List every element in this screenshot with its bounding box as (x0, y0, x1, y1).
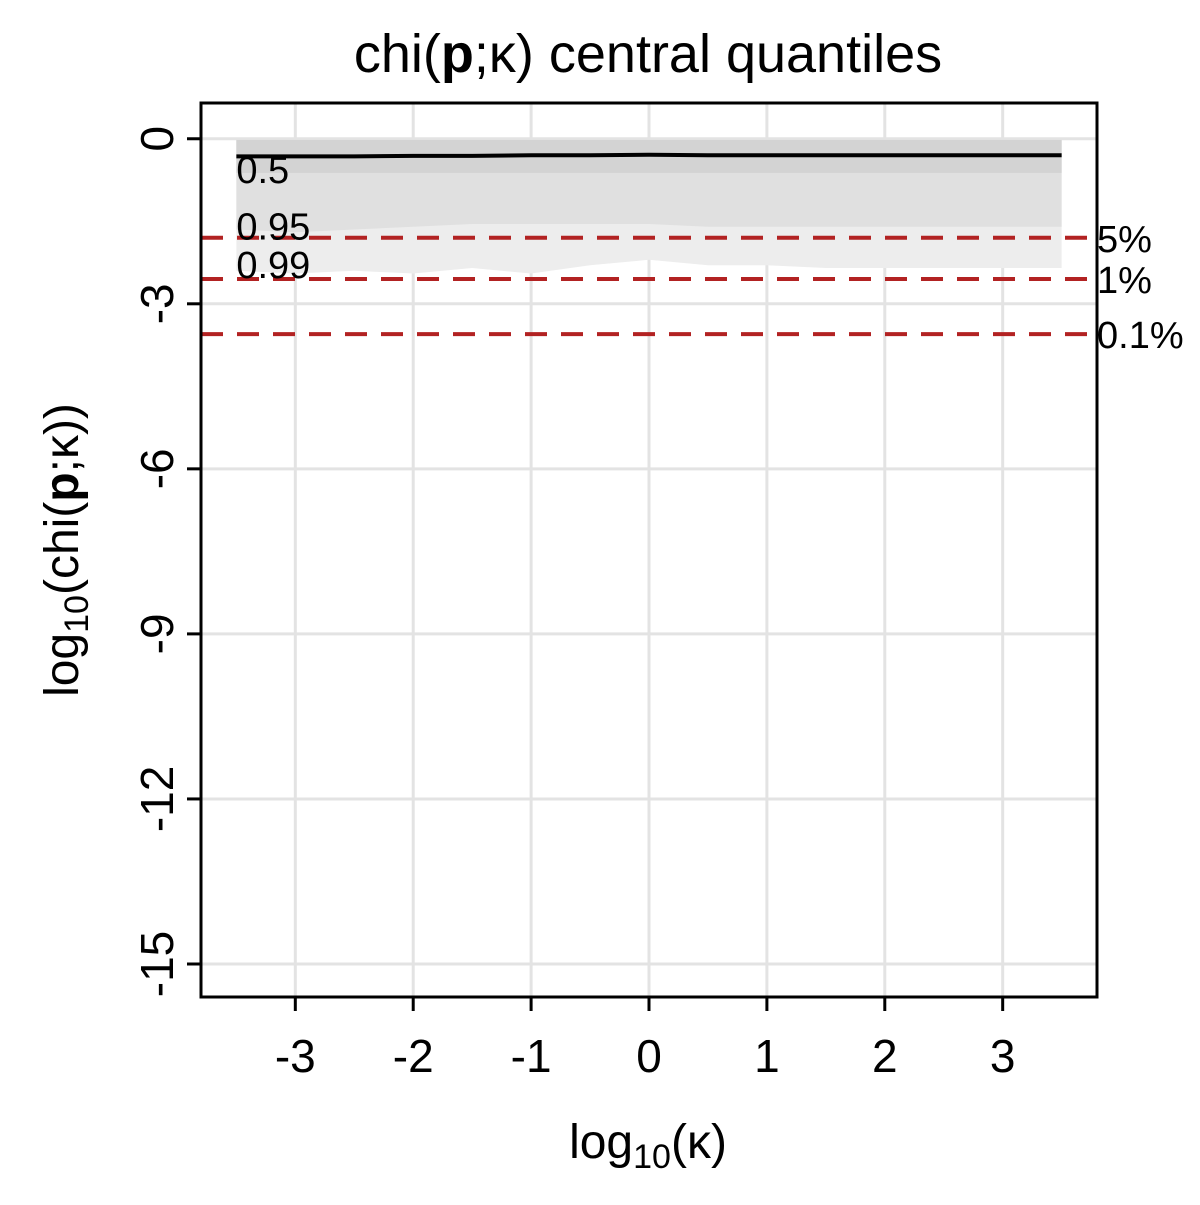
median-series (236, 152, 1062, 159)
reference-lines: 5%1% 0.1% (201, 219, 1184, 357)
x-tick-label: 0 (636, 1030, 662, 1082)
y-tick-label: -6 (131, 448, 183, 489)
x-tick-label: 2 (872, 1030, 898, 1082)
y-tick-label: -12 (131, 766, 183, 832)
reference-label: 1% (1097, 260, 1152, 302)
quantile-label: 0.99 (236, 245, 310, 287)
x-tick-label: 1 (754, 1030, 780, 1082)
reference-label: 5% (1097, 219, 1152, 261)
quantile-bands (236, 139, 1062, 274)
y-tick-label: -15 (131, 931, 183, 997)
chart-title: chi(p;κ) central quantiles (354, 24, 942, 84)
quantile-label: 0.5 (236, 150, 289, 192)
y-tick-label: -3 (131, 283, 183, 324)
median-line (236, 152, 1062, 159)
y-axis-ticks: 0 -3 -6 -9 -12 -15 (131, 126, 201, 997)
quantile-label: 0.95 (236, 207, 310, 249)
x-tick-label: 3 (990, 1030, 1016, 1082)
x-axis-ticks: -3 -2 -1 0 1 2 3 (275, 997, 1016, 1082)
reference-label: 0.1% (1097, 315, 1184, 357)
quantile-labels: 0.5 0.950.99 (236, 150, 310, 287)
x-tick-label: -3 (275, 1030, 316, 1082)
y-tick-label: 0 (131, 126, 183, 152)
y-tick-label: -9 (131, 613, 183, 654)
x-tick-label: -1 (511, 1030, 552, 1082)
y-axis-label: log10(chi(p;κ)) (36, 403, 96, 697)
x-axis-label: log10(κ) (569, 1116, 727, 1176)
x-tick-label: -2 (393, 1030, 434, 1082)
